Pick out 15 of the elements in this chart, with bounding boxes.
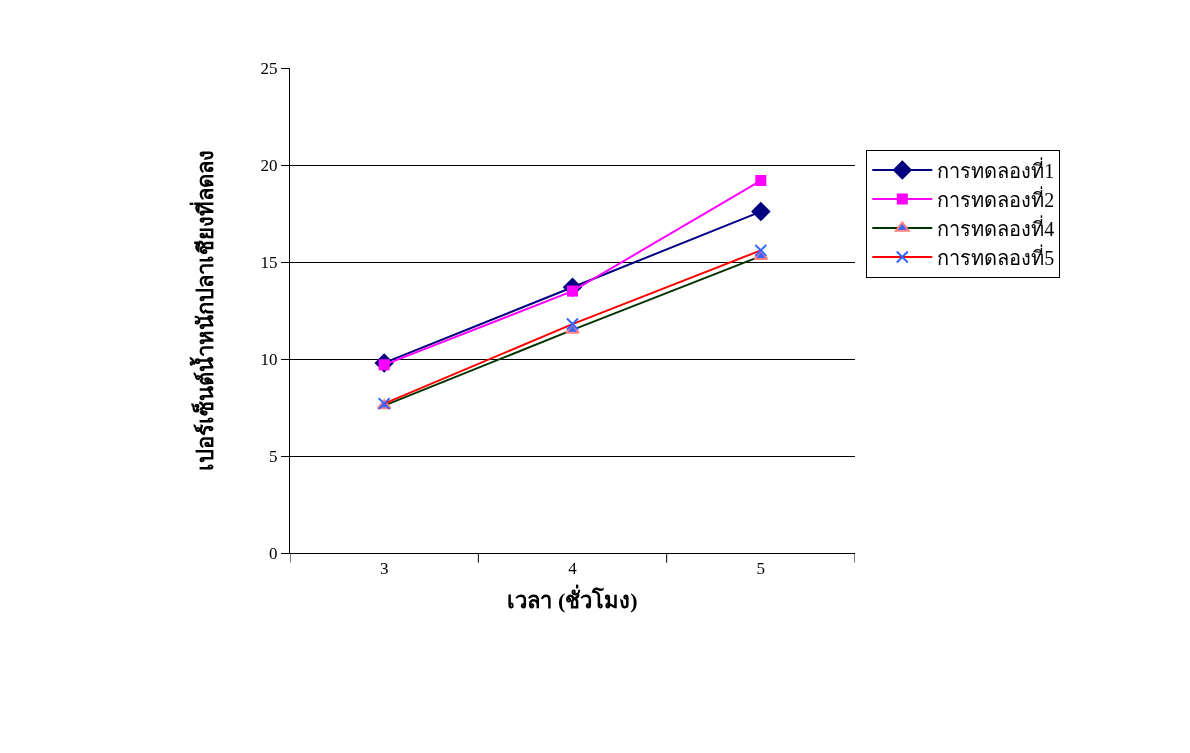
legend-label: การทดลองที่5 [937,243,1055,269]
legend-label: การทดลองที่2 [937,185,1055,211]
legend-label: การทดลองที่1 [937,156,1055,182]
y-tick-label: 5 [269,446,278,466]
y-tick-label: 20 [260,155,278,175]
y-tick-label: 15 [260,252,278,272]
y-tick-label: 0 [269,543,278,563]
y-tick-label: 25 [260,58,278,78]
legend-label: การทดลองที่4 [937,214,1055,240]
y-axis-title: เปอร์เซ็นต์น้ำหนักปลาเชียงที่ลดลง [189,150,219,471]
x-axis-title: เวลา (ชั่วโมง) [507,584,638,614]
x-tick-label: 4 [568,559,578,579]
x-tick-label: 5 [756,559,766,579]
y-tick-label: 10 [260,349,278,369]
x-tick-label: 3 [379,559,389,579]
